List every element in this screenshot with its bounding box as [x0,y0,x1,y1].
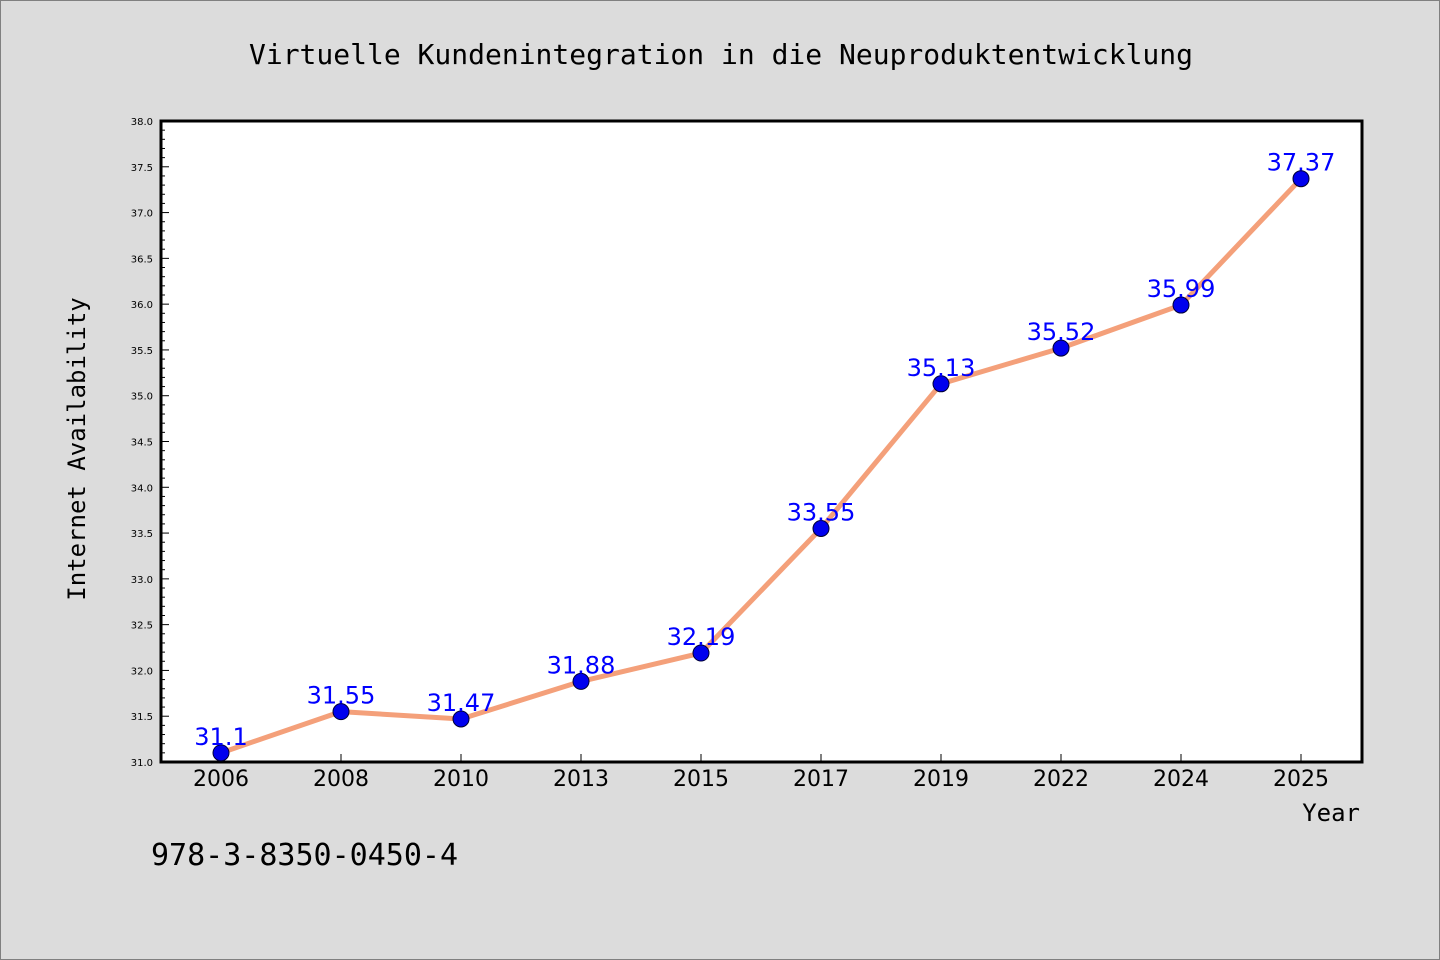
data-point [1292,170,1310,188]
x-tick-label: 2013 [553,767,609,792]
x-axis: 2006 2008 2010 2013 2015 2017 2019 2022 2024 2025 [193,754,1329,792]
y-tick-label: 32.0 [131,666,153,677]
data-label: 31.47 [427,689,496,717]
data-point [812,519,830,537]
y-tick-label: 34.5 [131,438,153,449]
y-tick-label: 34.0 [131,483,153,494]
series-line [218,176,1304,756]
x-tick-label: 2015 [673,767,729,792]
data-label: 31.1 [194,723,247,751]
x-tick-label: 2017 [793,767,849,792]
data-label: 35.99 [1147,275,1216,303]
y-axis-label: Internet Availability [63,297,91,600]
x-tick-label: 2008 [313,767,369,792]
chart-title: Virtuelle Kundenintegration in die Neupr… [249,38,1193,71]
x-tick-label: 2022 [1033,767,1089,792]
y-tick-label: 31.0 [131,758,153,769]
y-tick-label: 33.0 [131,575,153,586]
data-label: 31.88 [547,651,616,679]
y-tick-label: 38.0 [131,117,153,128]
data-label: 32.19 [667,623,736,651]
data-point [572,672,590,690]
y-axis: 31.0 31.5 32.0 32.5 33.0 33.5 34.0 34.5 35.0 35.5… [131,117,169,769]
data-point [452,710,470,728]
data-point [332,703,350,721]
data-point [932,375,950,393]
y-tick-label: 36.5 [131,254,153,265]
data-point [692,644,710,662]
data-label: 33.55 [787,498,856,526]
plot-area [159,119,1364,764]
series-polyline [218,176,1304,756]
y-tick-label: 33.5 [131,529,153,540]
data-label: 35.52 [1027,318,1096,346]
data-label: 35.13 [907,354,976,382]
y-tick-label: 37.0 [131,209,153,220]
data-point [1172,296,1190,314]
y-tick-label: 36.0 [131,300,153,311]
data-labels: 31.1 31.55 31.47 31.88 32.19 33.55 35.13 35.52 3… [194,149,1335,751]
y-tick-label: 35.5 [131,346,153,357]
x-tick-label: 2024 [1153,767,1209,792]
y-tick-label: 32.5 [131,621,153,632]
y-tick-label: 35.0 [131,392,153,403]
y-tick-label: 37.5 [131,163,153,174]
data-point [212,744,230,762]
series-markers [212,170,1310,762]
x-tick-label: 2025 [1273,767,1329,792]
x-tick-label: 2006 [193,767,249,792]
data-label: 31.55 [307,682,376,710]
data-point [1052,339,1070,357]
data-label: 37.37 [1267,149,1336,177]
x-tick-label: 2019 [913,767,969,792]
isbn-text: 978-3-8350-0450-4 [151,838,458,873]
x-tick-label: 2010 [433,767,489,792]
x-axis-label: Year [1302,799,1360,827]
y-tick-label: 31.5 [131,712,153,723]
